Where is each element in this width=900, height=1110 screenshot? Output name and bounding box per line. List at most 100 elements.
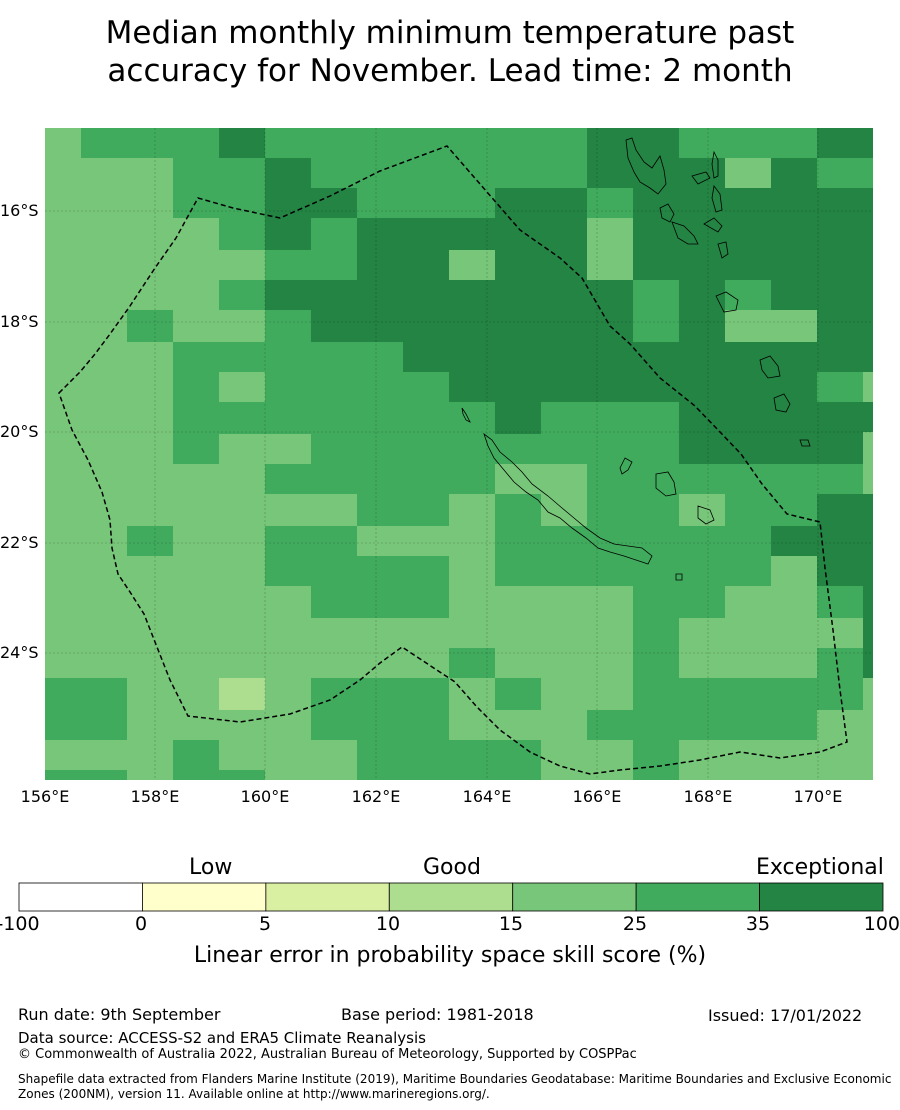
lon-label-158e: 158°E [130,787,180,806]
lon-label-164e: 164°E [462,787,512,806]
skill-cell [495,678,541,710]
shapefile-credit: Shapefile data extracted from Flanders M… [18,1072,892,1101]
skill-cell [311,678,449,740]
colorbar-tick-minus100: -100 [0,913,40,935]
base-period: Base period: 1981-2018 [341,1005,534,1024]
lat-label-22s: 22°S [0,533,39,552]
skill-cell [45,770,127,780]
issued-date: Issued: 17/01/2022 [708,1006,863,1025]
lat-label-20s: 20°S [0,422,39,441]
colorbar-tick-35: 35 [745,913,771,935]
skill-regions [45,128,873,780]
island [773,393,791,413]
skill-cell [357,494,449,526]
skill-cell [495,188,587,280]
lon-label-156e: 156°E [20,787,70,806]
skill-cell [725,494,817,526]
colorbar-segment [18,882,143,912]
colorbar-tick-25: 25 [622,913,648,935]
skill-cell [725,280,771,310]
skill-cell [219,678,265,710]
skill-cell [771,280,817,310]
island [715,291,739,313]
title-line-2: accuracy for November. Lead time: 2 mont… [107,53,793,89]
island [625,137,667,195]
island [691,171,711,185]
skill-cell [633,188,817,280]
skill-cell [219,218,265,250]
skill-cell [587,372,817,402]
island [619,457,633,475]
skill-cell [633,556,725,618]
skill-cell [679,464,863,494]
skill-cell [127,310,173,342]
run-date: Run date: 9th September [18,1005,221,1024]
island [659,203,675,223]
category-good: Good [423,855,481,880]
island [697,505,715,525]
skill-cell [173,372,219,464]
skill-cell [633,342,817,372]
colorbar-segment [759,882,884,912]
category-exceptional: Exceptional [756,855,884,880]
colorbar-segment [512,882,637,912]
data-source: Data source: ACCESS-S2 and ERA5 Climate … [18,1029,426,1047]
lat-label-24s: 24°S [0,643,39,662]
skill-cell [771,158,817,188]
skill-cell [311,310,633,342]
lat-label-18s: 18°S [0,312,39,331]
skill-cell [265,158,311,218]
skill-cell [219,402,265,434]
skill-cell [679,402,863,464]
skill-cell [311,188,357,218]
lon-label-162e: 162°E [351,787,401,806]
skill-cell [311,158,587,188]
island [759,355,781,379]
island [671,221,699,245]
skill-cell [265,464,495,494]
skill-cell [449,402,495,434]
skill-cell [633,280,679,342]
skill-cell [587,188,633,218]
new-caledonia-island [483,432,653,565]
colorbar-segment [265,882,390,912]
skill-cell [403,342,633,372]
lon-label-166e: 166°E [572,787,622,806]
skill-cell [817,188,873,372]
skill-cell [357,188,495,218]
colorbar-label: Linear error in probability space skill … [193,943,707,968]
skill-cell [265,280,633,310]
copyright: © Commonwealth of Australia 2022, Austra… [18,1047,637,1062]
colorbar-tick-15: 15 [498,913,524,935]
skill-cell [817,158,873,188]
coastlines [461,137,811,581]
skill-cell [587,128,679,188]
skill-cell [219,280,265,310]
colorbar-tick-100: 100 [863,913,900,935]
skill-cell [219,770,265,780]
lon-label-170e: 170°E [793,787,843,806]
skill-cell [265,372,449,434]
colorbar-segment [635,882,760,912]
skill-cell [173,740,219,780]
skill-cell [173,342,265,372]
skill-cell [357,740,541,780]
skill-cell [219,128,265,158]
lon-label-160e: 160°E [240,787,290,806]
category-low: Low [189,855,233,880]
lon-label-168e: 168°E [683,787,733,806]
colorbar-segment [142,882,267,912]
map-title: Median monthly minimum temperature past … [0,14,900,90]
island [717,241,729,259]
skill-cell [173,158,265,218]
skill-cell [495,464,587,494]
skill-cell [679,128,817,158]
graticule [45,128,873,780]
skill-cell [219,372,265,402]
skill-cell [449,648,495,678]
island [675,573,683,581]
skill-cell [265,310,311,342]
eez-boundary [58,145,848,775]
skill-cell [45,678,127,740]
skill-cell [81,128,221,158]
